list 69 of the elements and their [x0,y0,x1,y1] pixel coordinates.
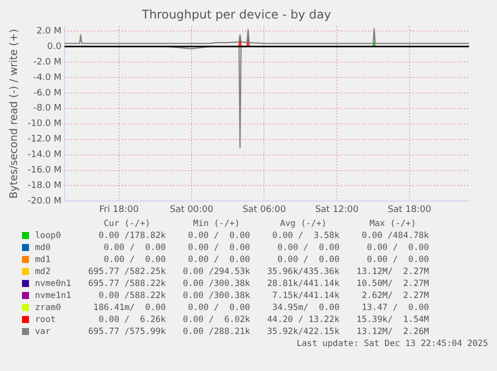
text: 695.77 /588.22k [87,278,167,290]
text: 0.00 /300.38k [182,290,252,302]
text: 0.00 / 6.02k [182,314,252,326]
text: 7.15k/441.14k [271,290,341,302]
y-tick-label: -16.0 M [28,166,62,176]
text: 13.47 / 0.00 [360,302,430,314]
y-tick-label: 0.0 [47,42,62,52]
text: Max (-/+) [368,218,418,230]
text: 0.00 / 3.58k [271,230,341,242]
x-tick-label: Sat 12:00 [315,204,359,215]
y-tick-label: 2.0 M [36,26,62,36]
y-tick-label: -10.0 M [28,119,62,130]
text: 0.00 / 0.00 [366,254,430,266]
text: 15.39k/ 1.54M [356,314,430,326]
text: 10.50M/ 2.27M [356,278,430,290]
text: 0.00 / 0.00 [276,242,341,254]
text: 35.92k/422.15k [266,326,341,338]
text: 0.00 / 0.00 [187,254,252,266]
text: 0.00 / 0.00 [102,242,167,254]
text: 0.00 / 0.00 [187,242,252,254]
y-tick-label: -4.0 M [33,72,62,83]
y-tick-label: -14.0 M [28,150,62,160]
legend-label: md2 [34,266,52,278]
legend-label: nvme1n1 [34,290,72,302]
legend-label: root [34,314,57,326]
text: 0.00 / 0.00 [187,230,252,242]
text: 34.95m/ 0.00 [271,302,341,314]
text: 0.00 /588.22k [98,290,167,302]
legend-label: zram0 [34,302,62,314]
text: 695.77 /575.99k [87,326,167,338]
text: 0.00 / 0.00 [276,254,341,266]
text: Avg (-/+) [279,218,328,230]
x-tick-label: Sat 00:00 [170,204,214,215]
text: 0.00 / 0.00 [102,254,167,266]
text: 35.96k/435.36k [266,266,341,278]
chart-title: Throughput per device - by day [140,7,332,22]
text: 0.00 / 6.26k [98,314,167,326]
text: 2.62M/ 2.27M [360,290,430,302]
text: 186.41m/ 0.00 [92,302,167,314]
text: 0.00 /300.38k [182,278,252,290]
legend-label: md0 [34,242,52,254]
text: 0.00 / 0.00 [366,242,430,254]
text: Last update: Sat Dec 13 22:45:04 2025 [296,339,488,349]
text: Min (-/+) [192,218,241,230]
x-tick-label: Sat 06:00 [242,204,286,215]
text: 0.00 / 0.00 [187,302,252,314]
text: 13.12M/ 2.26M [356,326,430,338]
text: 28.81k/441.14k [266,278,341,290]
text: 0.00 /288.21k [182,326,252,338]
text: Cur (-/+) [102,218,152,230]
x-tick-label: Sat 18:00 [388,204,432,215]
y-tick-label: -20.0 M [28,196,62,207]
y-tick-label: -2.0 M [33,57,62,68]
text: 0.00 /178.82k [98,230,167,242]
x-tick-label: Fri 18:00 [99,204,140,215]
y-tick-label: -6.0 M [33,88,62,98]
legend-label: loop0 [34,230,62,242]
y-tick-label: -8.0 M [33,104,62,114]
text: 0.00 /294.53k [182,266,252,278]
text: 13.12M/ 2.27M [356,266,430,278]
y-tick-label: -12.0 M [28,134,62,145]
legend-label: md1 [34,254,52,266]
text: 0.00 /484.78k [360,230,430,242]
y-tick-label: -18.0 M [28,181,62,192]
text: 695.77 /582.25k [87,266,167,278]
y-axis-title: Bytes/second read (-) / write (+) [8,28,20,199]
text: 44.20 / 13.22k [266,314,341,326]
legend-label: nvme0n1 [34,278,72,290]
legend-label: var [34,326,52,338]
